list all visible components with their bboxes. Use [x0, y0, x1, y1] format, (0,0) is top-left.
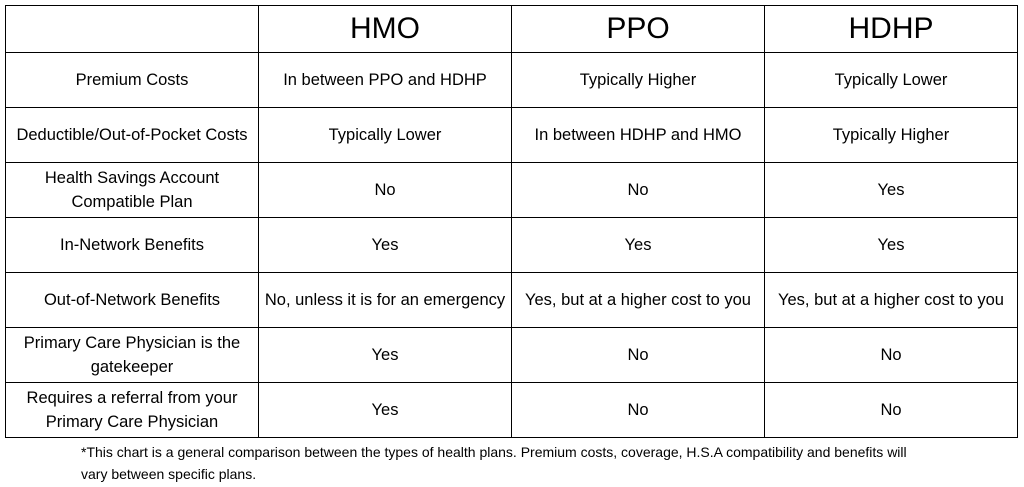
cell-hdhp: Yes, but at a higher cost to you	[764, 272, 1018, 328]
table-row: Premium Costs In between PPO and HDHP Ty…	[5, 52, 1018, 108]
cell-ppo: In between HDHP and HMO	[511, 107, 765, 163]
column-header-hdhp: HDHP	[764, 5, 1018, 53]
cell-hmo: No, unless it is for an emergency	[258, 272, 512, 328]
cell-ppo: No	[511, 327, 765, 383]
row-label: Health Savings Account Compatible Plan	[5, 162, 259, 218]
column-header-hmo: HMO	[258, 5, 512, 53]
table-row: Health Savings Account Compatible Plan N…	[5, 162, 1018, 218]
cell-hmo: Yes	[258, 327, 512, 383]
column-header-ppo: PPO	[511, 5, 765, 53]
cell-hdhp: Typically Lower	[764, 52, 1018, 108]
header-row: HMO PPO HDHP	[5, 5, 1018, 53]
cell-hmo: In between PPO and HDHP	[258, 52, 512, 108]
table-row: Out-of-Network Benefits No, unless it is…	[5, 272, 1018, 328]
cell-ppo: No	[511, 382, 765, 438]
row-label: Primary Care Physician is the gatekeeper	[5, 327, 259, 383]
cell-hdhp: Typically Higher	[764, 107, 1018, 163]
row-label: Out-of-Network Benefits	[5, 272, 259, 328]
row-label: Premium Costs	[5, 52, 259, 108]
cell-hdhp: No	[764, 382, 1018, 438]
footnote: *This chart is a general comparison betw…	[81, 444, 907, 482]
cell-hmo: Yes	[258, 217, 512, 273]
cell-ppo: No	[511, 162, 765, 218]
cell-hdhp: No	[764, 327, 1018, 383]
row-label: In-Network Benefits	[5, 217, 259, 273]
cell-ppo: Yes, but at a higher cost to you	[511, 272, 765, 328]
row-label: Deductible/Out-of-Pocket Costs	[5, 107, 259, 163]
cell-hdhp: Yes	[764, 162, 1018, 218]
cell-hmo: Typically Lower	[258, 107, 512, 163]
table-row: Deductible/Out-of-Pocket Costs Typically…	[5, 107, 1018, 163]
cell-ppo: Yes	[511, 217, 765, 273]
table-row: Primary Care Physician is the gatekeeper…	[5, 327, 1018, 383]
cell-ppo: Typically Higher	[511, 52, 765, 108]
cell-hdhp: Yes	[764, 217, 1018, 273]
row-label: Requires a referral from your Primary Ca…	[5, 382, 259, 438]
cell-hmo: Yes	[258, 382, 512, 438]
cell-hmo: No	[258, 162, 512, 218]
table-row: Requires a referral from your Primary Ca…	[5, 382, 1018, 438]
table-row: In-Network Benefits Yes Yes Yes	[5, 217, 1018, 273]
corner-cell	[5, 5, 259, 53]
plan-comparison-table: HMO PPO HDHP Premium Costs In between PP…	[5, 5, 1018, 438]
